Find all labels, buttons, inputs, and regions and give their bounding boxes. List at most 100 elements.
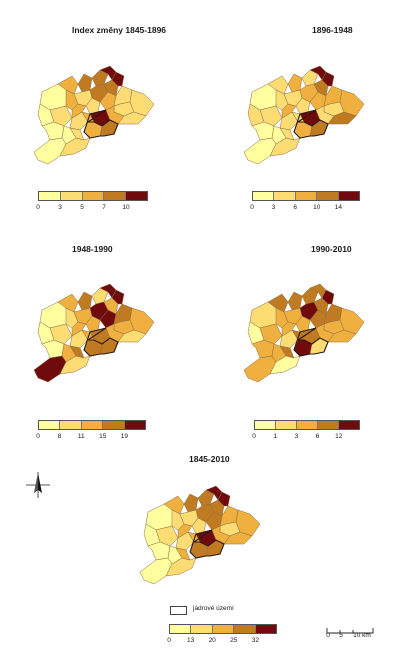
municipality-21 [217,491,231,507]
municipality-3 [267,75,289,95]
legend-tick-3: 25 [230,637,238,644]
legend-tick-4: 10 [122,204,130,211]
scale-label-5: 5 [339,632,343,639]
municipality-7 [183,493,199,513]
legend-tick-1: 8 [57,433,62,440]
legend-class-1 [253,192,275,200]
legend-class-3 [81,421,104,429]
legend-class-1 [39,421,61,429]
legend-tick-1: 3 [271,204,276,211]
legend-class-5 [126,192,147,200]
municipality-6 [281,321,297,337]
legend-tick-3: 15 [99,433,107,440]
municipality-28 [243,355,277,383]
municipality-9 [295,97,311,115]
legend-class-5 [338,192,360,200]
panel-title-2: 1896-1948 [312,25,353,35]
legend-class-2 [276,421,297,429]
legend-class-5 [255,625,277,633]
municipality-11 [91,69,109,87]
legend-class-3 [82,192,105,200]
legend-tick-1: 3 [58,204,62,211]
legend-class-2 [274,192,296,200]
scale-label-10km: 10 km [353,632,371,639]
legend-1845-2010: 0 13 20 25 32 [167,624,277,647]
municipality-19 [209,499,225,517]
municipality-9 [85,97,101,115]
legend-color-bar [252,191,360,201]
municipality-21 [111,71,125,87]
core-territory-outline [83,327,119,357]
map-1948-1990 [33,283,155,383]
legend-ticks: 0 13 20 25 32 [167,637,277,647]
scale-bar: 0 5 10 km [326,622,376,640]
municipality-29 [59,137,91,157]
municipality-6 [71,103,87,119]
legend-tick-4: 19 [120,433,129,440]
legend-tick-0: 0 [250,204,254,211]
panel-title-1: Index změny 1845-1896 [72,25,167,35]
legend-tick-2: 20 [208,637,216,644]
municipality-9 [85,315,101,333]
municipality-21 [111,289,125,305]
municipality-9 [191,517,207,535]
municipality-14 [41,121,65,141]
municipality-14 [41,339,65,359]
core-territory-outline [83,109,119,139]
legend-class-4 [234,625,256,633]
municipality-7 [287,291,303,311]
municipality-29 [59,355,91,375]
core-territory-swatch [170,606,187,615]
municipality-29 [269,355,301,375]
legend-tick-3: 10 [313,204,321,211]
legend-class-4 [318,421,339,429]
municipality-2 [49,323,73,345]
legend-1990-2010: 0 1 3 6 12 [252,420,360,443]
legend-color-bar [254,420,360,430]
legend-class-4 [103,421,125,429]
municipality-2 [259,105,283,127]
scale-bar-line [326,628,374,634]
municipality-3 [57,293,79,313]
municipality-19 [103,297,119,315]
municipality-28 [33,355,67,383]
municipality-29 [269,137,301,157]
legend-class-3 [297,421,318,429]
municipality-19 [313,297,329,315]
legend-tick-4: 12 [335,433,343,440]
core-territory-label: jádrové území [193,605,234,612]
municipality-6 [281,103,297,119]
legend-tick-1: 1 [273,433,277,440]
municipality-11 [91,287,109,305]
core-territory-outline [293,109,329,139]
legend-tick-1: 13 [186,637,195,644]
legend-class-5 [124,421,146,429]
legend-1948-1990: 0 8 11 15 19 [36,420,146,443]
legend-tick-0: 0 [167,637,171,644]
legend-tick-2: 6 [293,204,297,211]
legend-tick-0: 0 [36,204,40,211]
municipality-19 [103,79,119,97]
municipality-11 [301,287,319,305]
municipality-7 [77,291,93,311]
scale-label-0: 0 [326,632,330,639]
municipality-7 [287,73,303,93]
municipality-2 [259,323,283,345]
legend-tick-2: 3 [294,433,299,440]
legend-class-2 [191,625,213,633]
municipality-2 [155,525,179,547]
municipality-14 [251,121,275,141]
municipality-14 [147,541,171,561]
legend-tick-4: 32 [251,637,260,644]
municipality-3 [163,495,185,515]
legend-tick-2: 11 [77,433,85,440]
municipality-29 [165,557,197,577]
legend-ticks: 0 1 3 6 12 [252,433,360,443]
legend-ticks: 0 3 5 7 10 [36,204,148,214]
municipality-28 [33,137,67,165]
legend-class-3 [295,192,318,200]
core-territory-outline [189,529,225,559]
municipality-19 [313,79,329,97]
legend-class-5 [339,421,359,429]
legend-class-2 [60,421,82,429]
